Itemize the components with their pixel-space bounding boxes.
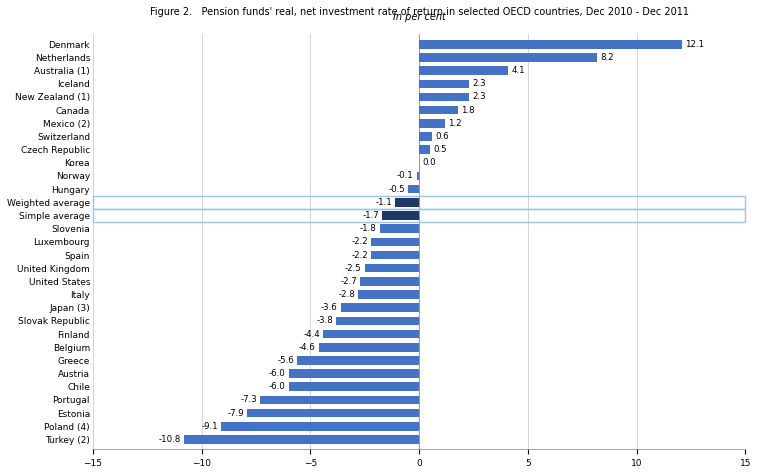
Bar	[409, 185, 419, 193]
Bar	[382, 211, 419, 220]
Text: 4.1: 4.1	[512, 66, 525, 75]
Text: -7.9: -7.9	[227, 408, 244, 418]
Bar	[419, 79, 469, 88]
Bar	[417, 172, 419, 180]
Bar	[341, 304, 419, 312]
Bar	[221, 422, 419, 430]
Text: In per cent: In per cent	[393, 12, 446, 22]
Bar	[92, 196, 745, 209]
Text: -9.1: -9.1	[202, 422, 218, 431]
Bar	[371, 251, 419, 259]
Text: -1.7: -1.7	[362, 211, 379, 220]
Text: -2.5: -2.5	[345, 264, 362, 273]
Text: 8.2: 8.2	[600, 53, 614, 62]
Bar	[419, 119, 445, 128]
Bar	[297, 356, 419, 365]
Text: -6.0: -6.0	[268, 382, 285, 391]
Text: 1.8: 1.8	[462, 105, 475, 114]
Text: 0.6: 0.6	[435, 132, 449, 141]
Bar	[419, 132, 432, 141]
Text: 2.3: 2.3	[472, 93, 486, 102]
Text: -3.8: -3.8	[316, 316, 334, 325]
Text: -0.5: -0.5	[388, 185, 405, 194]
Bar	[324, 330, 419, 338]
Text: -0.1: -0.1	[397, 171, 414, 180]
Bar	[419, 106, 459, 114]
Title: Figure 2.   Pension funds' real, net investment rate of return in selected OECD : Figure 2. Pension funds' real, net inves…	[149, 7, 688, 17]
Bar	[419, 66, 509, 75]
Text: 0.5: 0.5	[434, 145, 446, 154]
Text: 0.0: 0.0	[422, 158, 436, 167]
Text: -6.0: -6.0	[268, 369, 285, 378]
Bar	[395, 198, 419, 207]
Bar	[419, 93, 469, 101]
Text: -2.2: -2.2	[351, 250, 368, 259]
Text: -4.6: -4.6	[299, 343, 316, 352]
Bar	[360, 277, 419, 285]
Text: -7.3: -7.3	[240, 395, 257, 404]
Bar	[419, 145, 430, 154]
Bar	[319, 343, 419, 352]
Text: -2.7: -2.7	[340, 277, 357, 286]
Text: -3.6: -3.6	[321, 303, 337, 312]
Text: 1.2: 1.2	[449, 119, 462, 128]
Bar	[337, 317, 419, 325]
Text: 2.3: 2.3	[472, 79, 486, 88]
Text: -1.8: -1.8	[360, 224, 377, 233]
Text: -5.6: -5.6	[277, 356, 294, 365]
Text: -4.4: -4.4	[303, 330, 320, 339]
Bar	[359, 290, 419, 299]
Bar	[289, 369, 419, 378]
Bar	[371, 238, 419, 246]
Bar	[184, 435, 419, 444]
Bar	[289, 382, 419, 391]
Bar	[380, 224, 419, 233]
Text: -2.2: -2.2	[351, 238, 368, 247]
Bar	[260, 396, 419, 404]
Bar	[419, 53, 597, 62]
Text: 12.1: 12.1	[685, 40, 705, 49]
Text: -2.8: -2.8	[338, 290, 355, 299]
Text: -10.8: -10.8	[158, 435, 181, 444]
Bar	[92, 209, 745, 222]
Bar	[247, 409, 419, 418]
Bar	[365, 264, 419, 273]
Bar	[419, 40, 682, 48]
Text: -1.1: -1.1	[375, 198, 392, 207]
